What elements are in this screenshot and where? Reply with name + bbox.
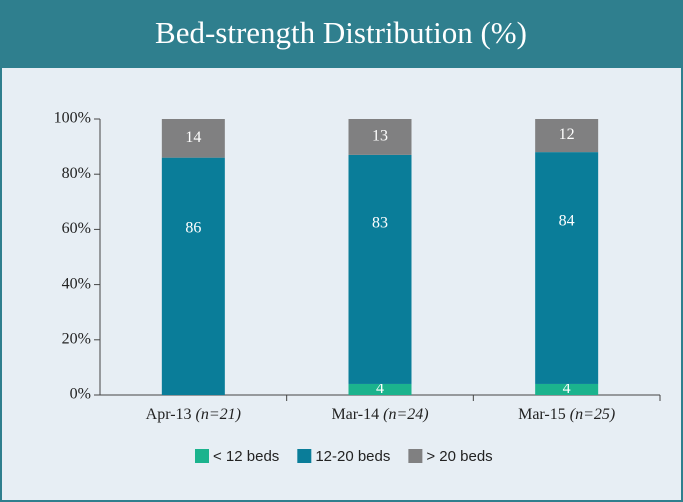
category: Apr-13 bbox=[146, 406, 192, 423]
category-note: (n=25) bbox=[570, 406, 615, 423]
data-label: 12 bbox=[559, 126, 575, 143]
bar-segment bbox=[161, 119, 225, 158]
legend-swatch bbox=[408, 449, 423, 463]
bar-segment bbox=[535, 383, 599, 395]
legend-label: < 12 beds bbox=[213, 448, 279, 465]
data-label: 14 bbox=[185, 129, 201, 146]
category: Mar-15 bbox=[518, 406, 566, 423]
bar-segment bbox=[348, 154, 412, 384]
data-label: 86 bbox=[185, 220, 201, 237]
data-label: 13 bbox=[372, 128, 388, 145]
x-tick-label: Apr-13 (n=21) bbox=[146, 406, 241, 423]
data-label: 4 bbox=[563, 380, 571, 397]
y-tick-label: 20% bbox=[62, 330, 91, 347]
y-tick-label: 40% bbox=[62, 275, 91, 292]
data-label: 84 bbox=[559, 212, 575, 229]
legend-label: 12-20 beds bbox=[315, 448, 390, 465]
category: Mar-14 bbox=[331, 406, 379, 423]
bar-segment bbox=[348, 383, 412, 395]
chart-title: Bed-strength Distribution (%) bbox=[155, 15, 527, 50]
y-tick-label: 80% bbox=[62, 165, 91, 182]
category-note: (n=24) bbox=[383, 406, 428, 423]
y-tick-label: 60% bbox=[62, 220, 91, 237]
data-label: 83 bbox=[372, 214, 388, 231]
category-note: (n=21) bbox=[196, 406, 241, 423]
legend-swatch bbox=[297, 449, 312, 463]
title-bar bbox=[0, 0, 683, 68]
y-tick-label: 0% bbox=[70, 386, 91, 403]
x-tick-label: Mar-14 (n=24) bbox=[331, 406, 428, 423]
bar-segment bbox=[535, 152, 599, 384]
data-label: 4 bbox=[376, 380, 384, 397]
bar-segment bbox=[161, 157, 225, 395]
legend-label: > 20 beds bbox=[426, 448, 492, 465]
x-tick-label: Mar-15 (n=25) bbox=[518, 406, 615, 423]
legend-swatch bbox=[195, 449, 209, 463]
bar-segment bbox=[535, 119, 599, 153]
bar-segment bbox=[348, 119, 412, 155]
y-tick-label: 100% bbox=[54, 110, 91, 127]
